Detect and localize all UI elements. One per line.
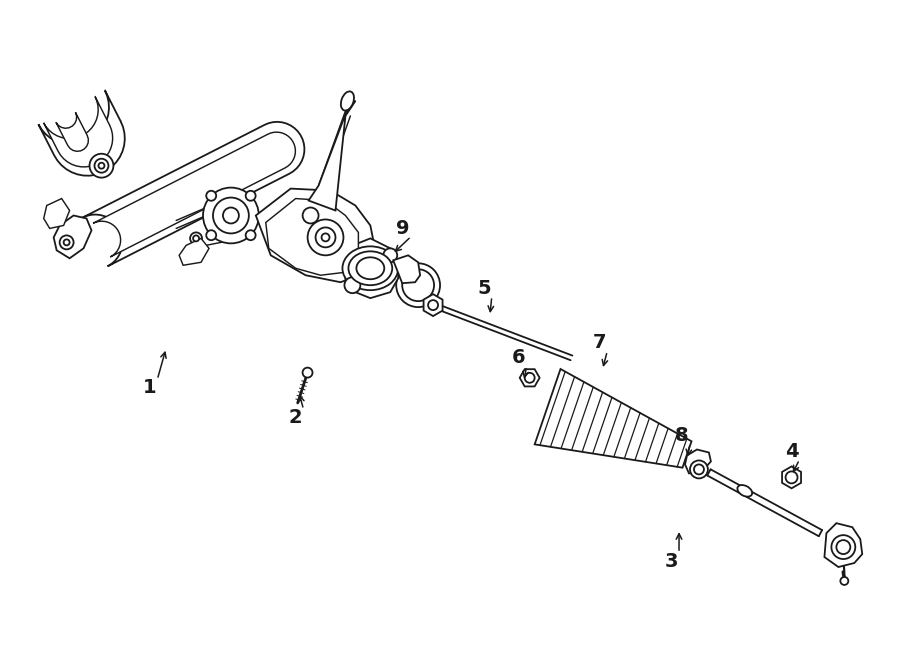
Polygon shape [179,238,209,265]
Circle shape [89,154,113,177]
Ellipse shape [341,91,354,111]
Circle shape [302,207,319,224]
Circle shape [396,263,440,307]
Circle shape [190,232,202,244]
Text: 6: 6 [512,348,526,367]
Circle shape [223,207,238,224]
Text: 1: 1 [142,378,156,397]
Circle shape [690,461,708,479]
Polygon shape [309,101,356,211]
Circle shape [428,300,438,310]
Circle shape [316,228,336,248]
Circle shape [308,220,344,256]
Ellipse shape [343,246,398,290]
Polygon shape [535,369,691,467]
Ellipse shape [737,485,752,496]
Text: 3: 3 [664,551,678,571]
Circle shape [59,236,74,250]
Text: 5: 5 [477,279,490,298]
Circle shape [206,191,216,201]
Circle shape [402,269,434,301]
Polygon shape [83,122,304,266]
Circle shape [836,540,850,554]
Circle shape [321,234,329,242]
Circle shape [525,373,535,383]
Polygon shape [256,189,375,282]
Polygon shape [39,91,125,175]
Polygon shape [782,467,801,489]
Circle shape [194,236,199,242]
Ellipse shape [348,252,392,285]
Circle shape [246,191,256,201]
Ellipse shape [841,577,849,585]
Circle shape [383,248,397,262]
Circle shape [206,230,216,240]
Polygon shape [346,238,398,298]
Circle shape [246,230,256,240]
Polygon shape [93,132,295,257]
Circle shape [345,277,360,293]
Polygon shape [519,369,540,387]
Polygon shape [824,523,862,567]
Text: 7: 7 [592,334,606,352]
Circle shape [64,240,69,246]
Circle shape [694,465,704,475]
Polygon shape [54,216,92,258]
Circle shape [832,535,855,559]
Ellipse shape [356,258,384,279]
Circle shape [213,197,248,234]
Polygon shape [424,294,443,316]
Polygon shape [56,113,88,152]
Circle shape [786,471,797,483]
Circle shape [98,163,104,169]
Circle shape [203,187,259,244]
Polygon shape [266,199,358,275]
Circle shape [302,367,312,377]
Polygon shape [685,449,711,473]
Text: 4: 4 [785,442,798,461]
Circle shape [94,159,108,173]
Text: 9: 9 [396,219,410,238]
Text: 8: 8 [675,426,688,445]
Text: 2: 2 [289,408,302,427]
Polygon shape [393,256,420,283]
Polygon shape [44,199,69,228]
Polygon shape [43,97,112,167]
